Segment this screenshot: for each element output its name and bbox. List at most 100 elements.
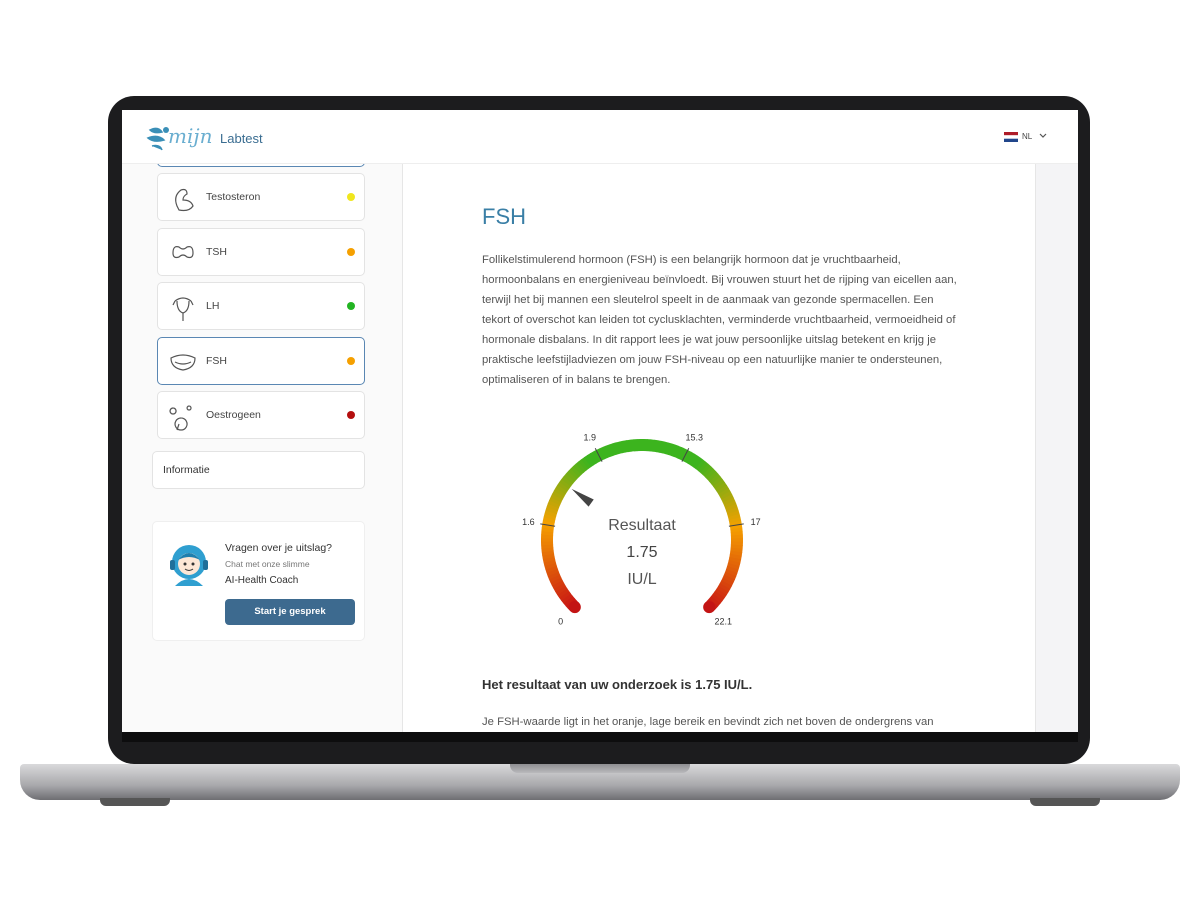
gauge-tick [728,523,744,527]
gauge-cap [703,601,716,614]
test-card[interactable]: TSH [157,227,365,276]
gauge-arc [552,490,565,500]
gauge-arc [661,441,669,455]
gauge-arc [729,550,743,557]
gauge-arc [543,559,557,567]
gauge-tick-label: 17 [751,517,761,527]
gauge-arc [561,593,573,604]
info-card[interactable]: Informatie [152,451,365,489]
gauge-arc [589,451,600,464]
gauge-arc [707,471,719,482]
gauge-arc [710,593,723,604]
gauge-arc [719,491,733,501]
gauge-cap [568,601,581,614]
sidebar: Informatie Vragen over je uitslag? Chat … [122,163,403,732]
test-icon [175,188,194,212]
test-card[interactable]: Testosteron [157,173,365,221]
gauge-arc [655,440,662,453]
gauge-arc [545,565,558,573]
gauge-arc [615,441,623,455]
page-title: FSH [482,204,526,229]
gauge-arc [555,484,568,495]
gauge-arc [626,439,632,453]
gauge-arc [555,585,568,596]
logo-script: mijn [168,124,213,148]
gauge-arc [545,506,559,515]
gauge-arc [578,459,589,471]
gauge-arc [690,455,701,468]
gauge-arc [547,571,561,580]
gauge-arc [652,439,659,453]
gauge-arc [542,556,556,563]
gauge-arc [702,466,714,478]
logo-icon [146,127,169,151]
gauge-arc [546,568,559,577]
flag [1004,132,1018,142]
gauge-arc [570,465,582,478]
gauge-tick-label: 1.6 [522,517,535,527]
gauge-arc [565,470,578,482]
gauge-arc [568,468,580,480]
gauge-arc [713,479,726,490]
test-card[interactable]: Oestrogeen [157,391,365,439]
gauge-arc [544,509,558,517]
intro-text: Follikelstimulerend hormoon (FSH) is een… [482,254,957,386]
test-icon [172,245,194,258]
gauge-arc [609,443,617,456]
status-dot [347,411,355,419]
gauge-arc [727,559,741,567]
gauge-arc [584,455,594,468]
gauge-arc [708,595,721,607]
test-name[interactable]: Oestrogeen [206,409,261,421]
gauge-tick-label: 0 [558,616,563,626]
gauge-arc [676,447,686,460]
gauge-arc [711,476,723,487]
chevron[interactable] [1038,132,1048,140]
gauge-arc [723,571,737,580]
gauge-arc [549,496,562,506]
gauge-arc [561,476,574,487]
logo-text: Labtest [220,131,263,146]
gauge-arc [542,516,556,524]
gauge-arc [622,440,629,453]
language[interactable]: NL [1022,132,1033,141]
chat-card: Vragen over je uitslag? Chat met onze sl… [152,521,365,641]
gauge-label: Resultaat [608,517,676,534]
gauge-arc [550,577,563,586]
gauge-arc [722,574,735,584]
result-sentence: Het resultaat van uw onderzoek is 1.75 I… [482,677,753,692]
gauge-arc [575,461,587,473]
gauge-arc [729,553,742,560]
foot [1030,798,1100,806]
gauge-arc [581,456,592,469]
test-name[interactable]: TSH [206,245,227,258]
gauge-arc [714,588,727,599]
test-name[interactable]: FSH [206,354,227,367]
test-card[interactable]: LH [157,282,365,330]
gauge-tick-label: 1.9 [584,433,597,443]
start-chat-button[interactable]: Start je gesprek [225,599,355,625]
icon-shape [172,245,194,258]
gauge-arc [724,568,738,577]
gauge-arc [727,513,741,521]
gauge-arc [682,450,692,463]
foot [100,798,170,806]
gauge-arc [670,444,679,458]
gauge-arc [725,565,739,574]
gauge-arc [722,497,736,506]
test-card[interactable]: FSH [157,336,365,385]
test-icon [170,353,196,371]
gauge-arc [553,582,566,593]
gauge-arc [558,590,571,601]
chat-subtitle: Chat met onze slimme [225,559,310,569]
info-label[interactable]: Informatie [163,464,210,476]
gauge-value: 1.75 [626,544,657,561]
icon-shape [169,405,192,431]
gauge-arc [721,494,734,503]
test-name[interactable]: LH [206,300,220,312]
test-name[interactable]: Testosteron [206,191,261,203]
status-dot [347,356,355,365]
explanation-text: Je FSH-waarde ligt in het oranje, lage b… [482,716,934,728]
gauge-arc [719,580,732,590]
gauge-arc [596,448,605,461]
